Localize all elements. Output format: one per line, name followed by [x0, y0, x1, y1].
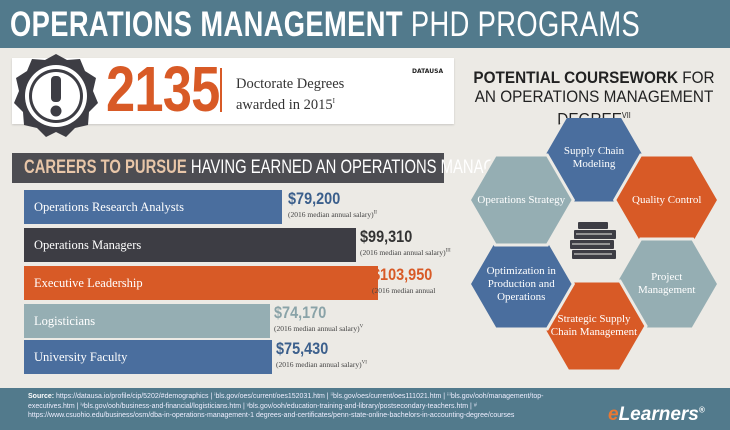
- career-bar: University Faculty: [24, 340, 272, 374]
- coursework-label: Supply Chain Modeling: [563, 145, 625, 170]
- page-title: OPERATIONS MANAGEMENT PHD PROGRAMS: [10, 5, 641, 44]
- footer-bar: [0, 388, 730, 430]
- career-salary: $74,170: [274, 303, 327, 322]
- career-bar: Operations Managers: [24, 228, 356, 262]
- elearners-logo[interactable]: eLearners®: [608, 404, 705, 425]
- career-bar: Logisticians: [24, 304, 270, 338]
- books-icon: [570, 222, 616, 259]
- title-bar: [0, 0, 730, 48]
- stat-label: Doctorate Degrees awarded in 2015I: [236, 76, 345, 113]
- career-bar: Executive Leadership: [24, 266, 378, 300]
- coursework-hex-diagram: Supply Chain Modeling Quality Control Proj…: [458, 118, 730, 388]
- career-salary-note: (2016 median annual salary)VI: [276, 360, 367, 369]
- career-salary: $99,310: [360, 227, 413, 246]
- exclamation-badge-icon: [14, 54, 98, 137]
- coursework-label: Strategic Supply Chain Management: [550, 313, 638, 338]
- coursework-hex: [467, 153, 576, 247]
- footer-sources: Source: https://datausa.io/profile/cip/5…: [28, 393, 544, 419]
- careers-heading-bar: [12, 153, 444, 183]
- career-salary-note: (2016 median annual salary)III: [360, 248, 451, 257]
- coursework-label: Project Management: [638, 271, 696, 296]
- stat-source: DATAUSA: [412, 68, 444, 75]
- coursework-label: Quality Control: [632, 193, 702, 206]
- career-label: Logisticians: [34, 314, 96, 328]
- career-label: Executive Leadership: [34, 276, 143, 290]
- coursework-label: Optimization in Production and Operation…: [486, 264, 556, 303]
- career-salary: $75,430: [276, 339, 329, 358]
- career-salary: $103,950: [372, 265, 433, 284]
- coursework-title: POTENTIAL COURSEWORK FOR AN OPERATIONS MA…: [473, 68, 715, 129]
- stat-divider: [220, 68, 222, 112]
- coursework-label: Operations Strategy: [477, 193, 566, 206]
- career-label: Operations Research Analysts: [34, 200, 184, 214]
- career-label: Operations Managers: [34, 238, 142, 252]
- career-salary-note: (2016 median annual salary)V: [274, 324, 364, 333]
- career-bar: Operations Research Analysts: [24, 190, 282, 224]
- career-salary: $79,200: [288, 189, 341, 208]
- career-salary-note: (2016 median annual salary)II: [288, 210, 377, 219]
- career-salary-note: (2016 median annual: [372, 286, 436, 295]
- career-label: University Faculty: [34, 350, 128, 364]
- degree-count: 2135: [106, 53, 220, 125]
